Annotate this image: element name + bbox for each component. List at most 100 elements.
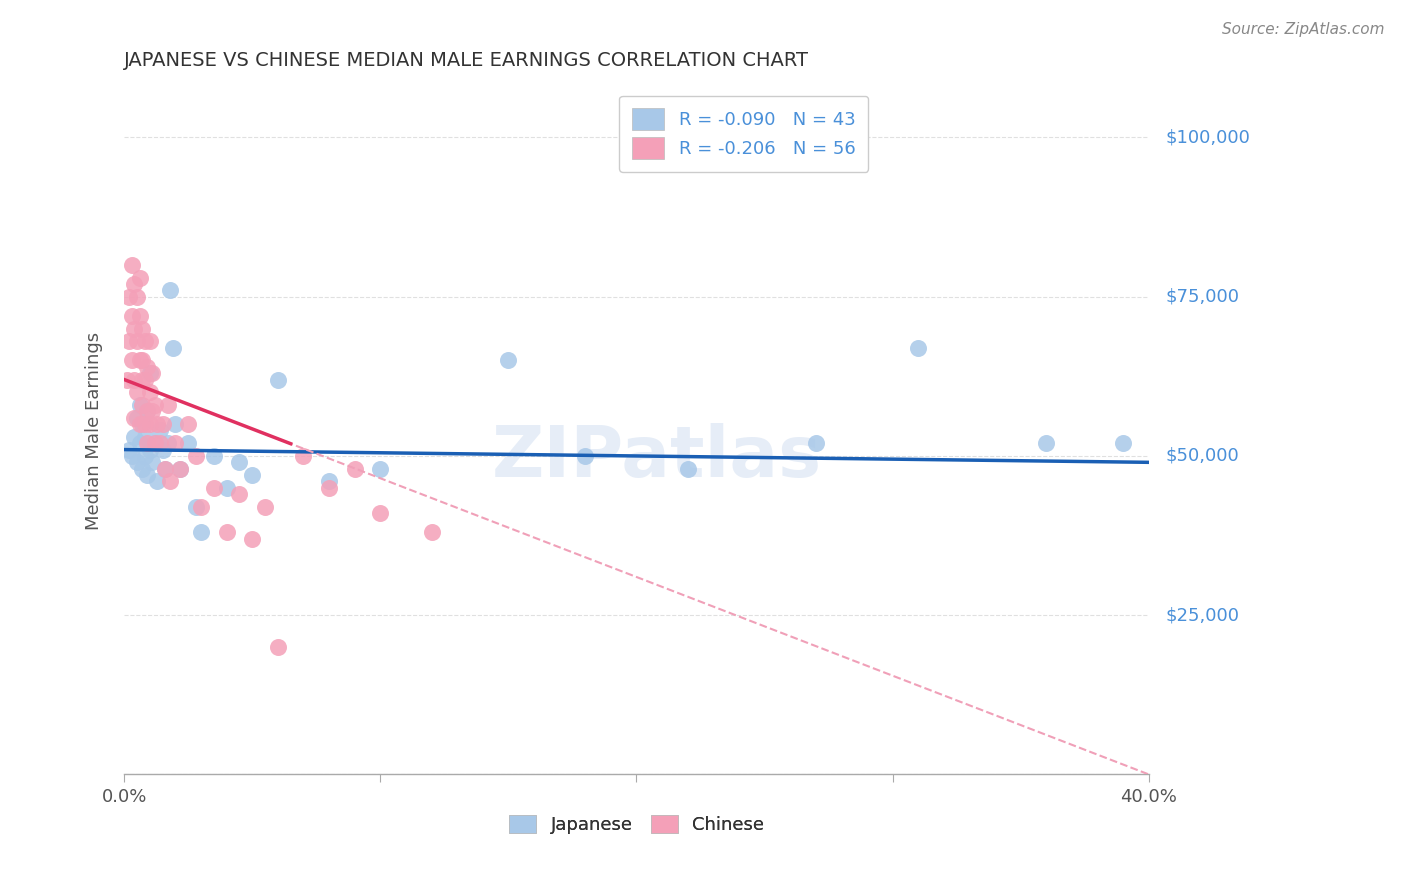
Point: [124, 277, 146, 291]
Point: [118, 334, 141, 349]
Point: [139, 417, 162, 431]
Point: [1035, 436, 1057, 450]
Point: [131, 461, 153, 475]
Point: [169, 461, 191, 475]
Point: [134, 334, 156, 349]
Point: [128, 398, 150, 412]
Point: [131, 398, 153, 412]
Point: [125, 290, 148, 304]
Text: Source: ZipAtlas.com: Source: ZipAtlas.com: [1222, 22, 1385, 37]
Point: [143, 436, 166, 450]
Point: [1112, 436, 1135, 450]
Text: $25,000: $25,000: [1166, 607, 1240, 624]
Point: [368, 461, 391, 475]
Point: [190, 500, 212, 514]
Point: [128, 309, 150, 323]
Point: [134, 449, 156, 463]
Point: [368, 506, 391, 520]
Point: [121, 258, 143, 272]
Point: [240, 468, 263, 483]
Point: [131, 353, 153, 368]
Point: [152, 442, 174, 457]
Point: [136, 359, 159, 374]
Point: [125, 455, 148, 469]
Point: [202, 449, 225, 463]
Point: [124, 430, 146, 444]
Point: [177, 436, 200, 450]
Point: [125, 334, 148, 349]
Point: [420, 525, 443, 540]
Text: $100,000: $100,000: [1166, 128, 1250, 146]
Point: [141, 455, 163, 469]
Point: [136, 436, 159, 450]
Point: [292, 449, 315, 463]
Point: [318, 475, 340, 489]
Point: [165, 436, 187, 450]
Point: [159, 283, 181, 297]
Point: [139, 385, 162, 400]
Point: [139, 442, 162, 457]
Point: [177, 417, 200, 431]
Point: [162, 341, 184, 355]
Point: [136, 468, 159, 483]
Point: [190, 525, 212, 540]
Point: [125, 385, 148, 400]
Point: [141, 404, 163, 418]
Point: [146, 417, 169, 431]
Point: [228, 487, 250, 501]
Point: [907, 341, 929, 355]
Point: [131, 372, 153, 386]
Point: [118, 290, 141, 304]
Point: [804, 436, 827, 450]
Point: [125, 410, 148, 425]
Point: [215, 481, 238, 495]
Point: [128, 417, 150, 431]
Point: [141, 366, 163, 380]
Point: [240, 532, 263, 546]
Point: [676, 461, 699, 475]
Point: [267, 372, 290, 386]
Point: [156, 398, 179, 412]
Point: [146, 475, 169, 489]
Point: [124, 321, 146, 335]
Text: $75,000: $75,000: [1166, 288, 1240, 306]
Point: [215, 525, 238, 540]
Point: [121, 449, 143, 463]
Point: [184, 449, 207, 463]
Point: [121, 309, 143, 323]
Point: [152, 417, 174, 431]
Point: [136, 404, 159, 418]
Point: [574, 449, 596, 463]
Point: [153, 461, 176, 475]
Point: [149, 424, 172, 438]
Point: [134, 430, 156, 444]
Point: [134, 372, 156, 386]
Point: [202, 481, 225, 495]
Point: [156, 436, 179, 450]
Point: [131, 417, 153, 431]
Point: [118, 442, 141, 457]
Point: [159, 475, 181, 489]
Text: $50,000: $50,000: [1166, 447, 1239, 465]
Point: [184, 500, 207, 514]
Text: JAPANESE VS CHINESE MEDIAN MALE EARNINGS CORRELATION CHART: JAPANESE VS CHINESE MEDIAN MALE EARNINGS…: [124, 51, 808, 70]
Point: [267, 640, 290, 654]
Point: [343, 461, 366, 475]
Legend: Japanese, Chinese: Japanese, Chinese: [502, 807, 772, 841]
Point: [124, 372, 146, 386]
Point: [128, 353, 150, 368]
Point: [165, 417, 187, 431]
Point: [169, 461, 191, 475]
Point: [153, 461, 176, 475]
Point: [149, 436, 172, 450]
Point: [228, 455, 250, 469]
Y-axis label: Median Male Earnings: Median Male Earnings: [86, 332, 103, 530]
Point: [128, 436, 150, 450]
Point: [139, 366, 162, 380]
Point: [136, 404, 159, 418]
Point: [143, 436, 166, 450]
Point: [139, 334, 162, 349]
Point: [121, 353, 143, 368]
Text: ZIPatlas: ZIPatlas: [492, 424, 823, 492]
Point: [254, 500, 277, 514]
